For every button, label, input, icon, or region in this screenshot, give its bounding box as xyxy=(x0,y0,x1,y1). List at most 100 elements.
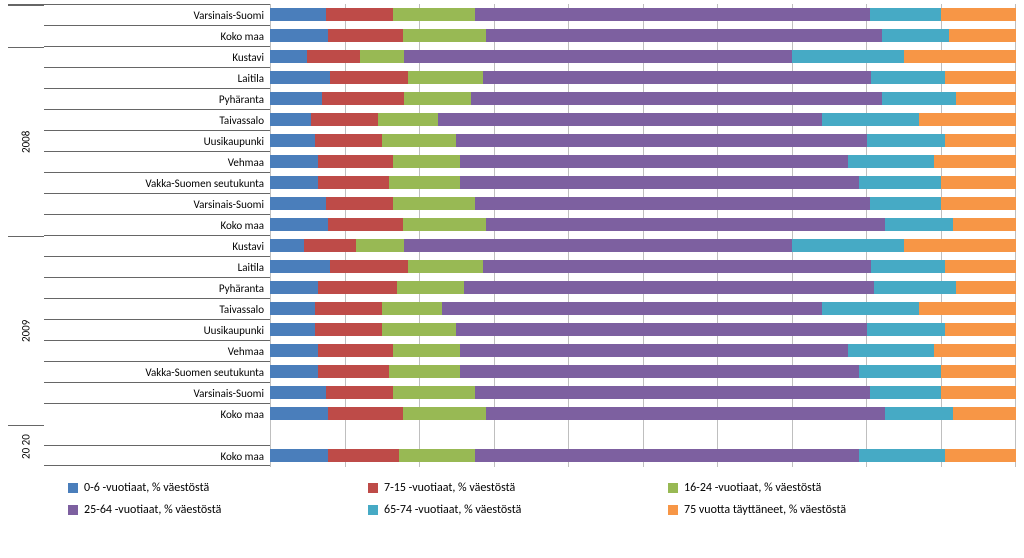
bar-segment xyxy=(328,407,403,420)
legend-swatch xyxy=(668,505,678,515)
bar-segment xyxy=(322,92,404,105)
bar-segment xyxy=(919,302,1016,315)
year-label: 2008 xyxy=(8,47,44,236)
bar-segment xyxy=(389,176,460,189)
category-label: Pyhäranta xyxy=(44,88,270,109)
bar-row xyxy=(270,445,1016,466)
stacked-bar xyxy=(270,260,1016,273)
bar-row xyxy=(270,25,1016,46)
bar-segment xyxy=(471,92,881,105)
bar-segment xyxy=(403,29,487,42)
category-label: Varsinais-Suomi xyxy=(44,382,270,403)
bar-segment xyxy=(378,113,438,126)
year-label: 2009 xyxy=(8,236,44,425)
bar-segment xyxy=(956,281,1016,294)
bar-segment xyxy=(859,365,941,378)
bar-segment xyxy=(460,365,859,378)
stacked-bar xyxy=(270,407,1016,420)
bar-segment xyxy=(270,407,328,420)
bar-row xyxy=(270,172,1016,193)
bar-row xyxy=(270,88,1016,109)
bar-segment xyxy=(393,386,475,399)
bar-segment xyxy=(941,8,1016,21)
bar-segment xyxy=(460,344,848,357)
bar-segment xyxy=(270,134,315,147)
bar-segment xyxy=(393,8,475,21)
bar-segment xyxy=(475,386,870,399)
bar-segment xyxy=(408,71,483,84)
bar-segment xyxy=(328,218,403,231)
legend-swatch xyxy=(668,483,678,493)
bar-row xyxy=(270,67,1016,88)
stacked-bar xyxy=(270,365,1016,378)
stacked-bar xyxy=(270,239,1016,252)
bar-segment xyxy=(328,449,399,462)
bar-segment xyxy=(874,281,956,294)
bar-segment xyxy=(270,323,315,336)
bar-segment xyxy=(486,29,881,42)
stacked-bar xyxy=(270,113,1016,126)
bar-segment xyxy=(792,50,904,63)
bar-segment xyxy=(330,71,408,84)
bar-segment xyxy=(393,197,475,210)
bar-segment xyxy=(270,176,318,189)
year-axis: 2008200920 20 xyxy=(8,4,44,467)
bar-segment xyxy=(270,197,326,210)
category-label: Varsinais-Suomi xyxy=(44,4,270,25)
bar-segment xyxy=(475,8,870,21)
bar-segment xyxy=(304,239,356,252)
bar-segment xyxy=(792,239,904,252)
bar-segment xyxy=(867,323,945,336)
bar-segment xyxy=(882,92,957,105)
bar-segment xyxy=(404,239,792,252)
legend-swatch xyxy=(368,483,378,493)
bar-segment xyxy=(885,218,952,231)
bar-segment xyxy=(270,8,326,21)
bar-segment xyxy=(945,260,1016,273)
bar-segment xyxy=(397,281,464,294)
bar-row xyxy=(270,235,1016,256)
category-label: Koko maa xyxy=(44,25,270,46)
bar-segment xyxy=(404,92,471,105)
bar-row xyxy=(270,298,1016,319)
bar-segment xyxy=(330,260,408,273)
legend-label: 7-15 -vuotiaat, % väestöstä xyxy=(384,481,515,495)
bar-segment xyxy=(941,365,1016,378)
bar-segment xyxy=(848,344,934,357)
bar-row xyxy=(270,193,1016,214)
category-label: Vehmaa xyxy=(44,151,270,172)
bar-segment xyxy=(919,113,1016,126)
category-labels: Varsinais-SuomiKoko maaKustaviLaitilaPyh… xyxy=(44,4,270,467)
legend-item: 65-74 -vuotiaat, % väestöstä xyxy=(368,503,628,517)
category-label: Pyhäranta xyxy=(44,277,270,298)
bar-segment xyxy=(382,323,457,336)
bar-segment xyxy=(318,176,389,189)
category-label: Vakka-Suomen seutukunta xyxy=(44,361,270,382)
bar-segment xyxy=(270,50,307,63)
bar-segment xyxy=(882,29,949,42)
category-label: Vehmaa xyxy=(44,340,270,361)
stacked-bar-chart: 2008200920 20 Varsinais-SuomiKoko maaKus… xyxy=(8,4,1016,467)
bar-row xyxy=(270,277,1016,298)
year-label xyxy=(8,5,44,47)
bar-segment xyxy=(382,134,457,147)
legend-swatch xyxy=(68,505,78,515)
bar-segment xyxy=(867,134,945,147)
bar-segment xyxy=(464,281,874,294)
plot-area xyxy=(270,4,1016,467)
bar-segment xyxy=(822,113,919,126)
legend-item: 0-6 -vuotiaat, % väestöstä xyxy=(68,481,328,495)
bar-segment xyxy=(270,386,326,399)
bar-segment xyxy=(941,386,1016,399)
bar-segment xyxy=(848,155,934,168)
legend-item: 75 vuotta täyttäneet, % väestöstä xyxy=(668,503,928,517)
legend-label: 25-64 -vuotiaat, % väestöstä xyxy=(84,503,221,517)
bar-segment xyxy=(945,134,1016,147)
bar-segment xyxy=(318,344,393,357)
bar-segment xyxy=(870,386,941,399)
bar-segment xyxy=(270,281,318,294)
stacked-bar xyxy=(270,176,1016,189)
bar-row xyxy=(270,256,1016,277)
bars-container xyxy=(270,4,1016,466)
bar-segment xyxy=(326,197,393,210)
